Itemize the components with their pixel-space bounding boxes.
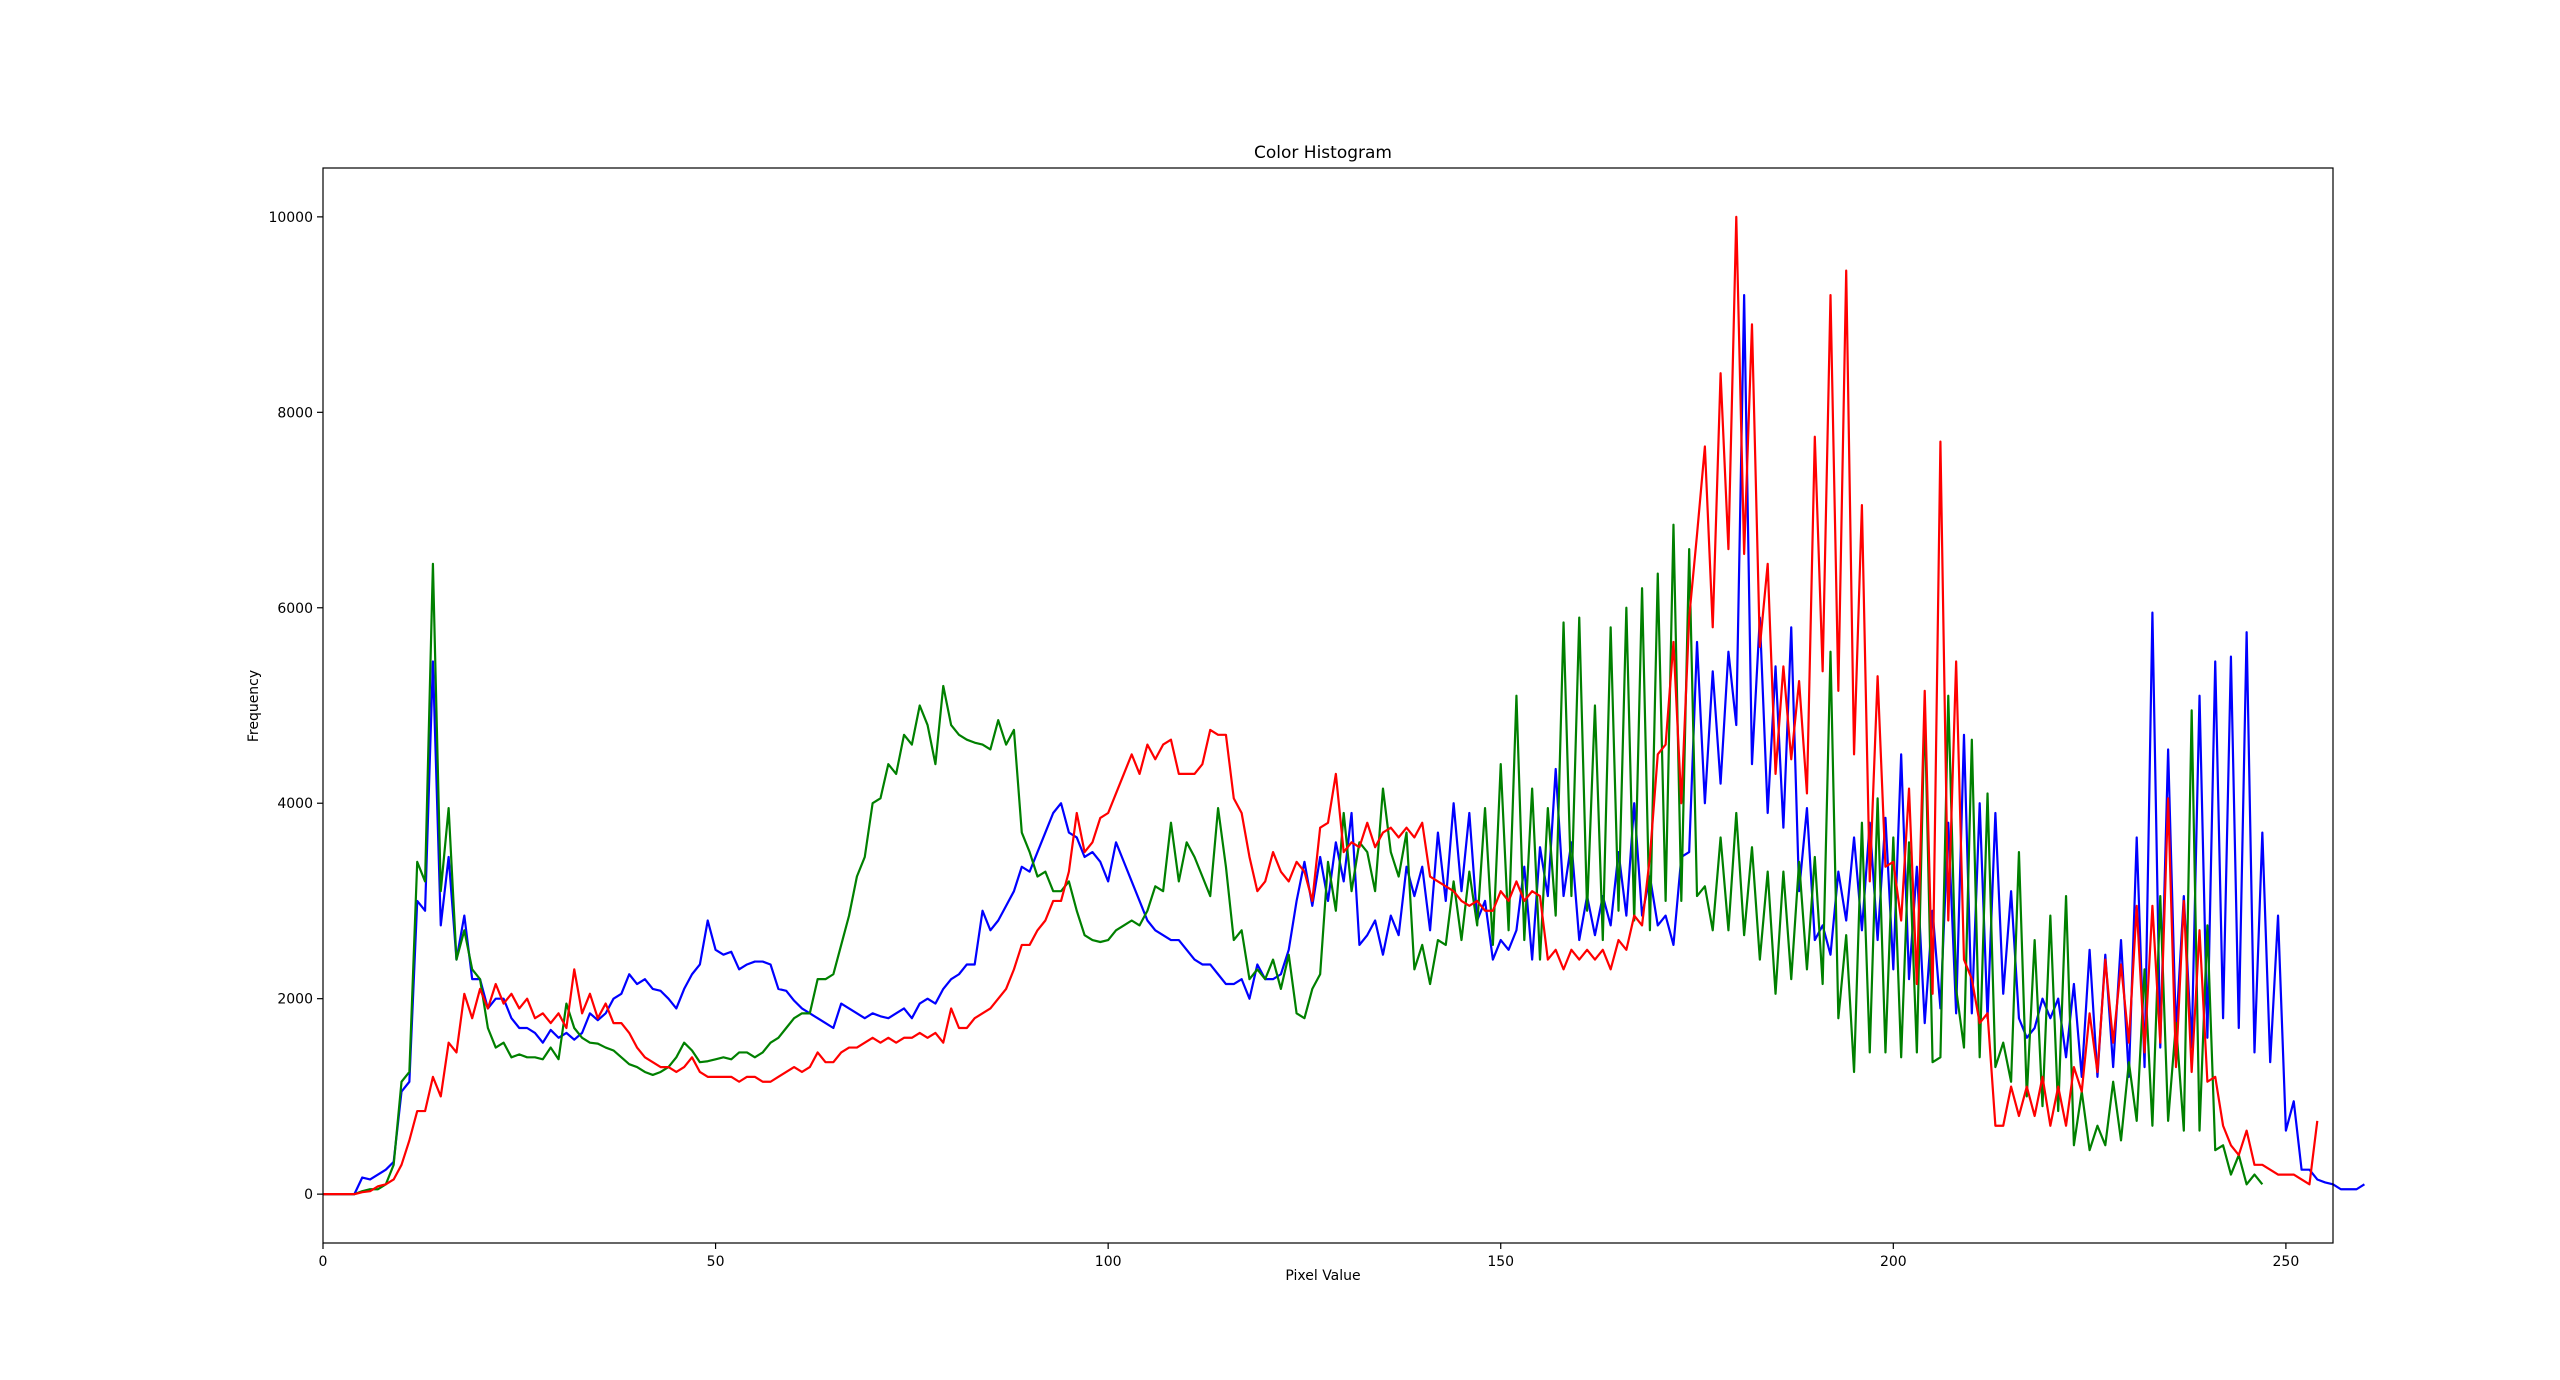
y-tick-label: 8000: [277, 405, 313, 421]
x-tick-label: 50: [707, 1254, 725, 1270]
x-tick-label: 150: [1487, 1254, 1514, 1270]
series-layer: [323, 215, 2365, 1196]
y-tick-label: 10000: [268, 210, 313, 226]
plot-area-frame: [322, 167, 2334, 1244]
y-axis-label: Frequency: [246, 670, 262, 742]
y-tick-label: 0: [304, 1187, 313, 1203]
chart-title: Color Histogram: [1254, 143, 1392, 163]
y-tick-label: 2000: [277, 992, 313, 1008]
x-axis-label: Pixel Value: [1285, 1268, 1360, 1284]
x-axis-ticks: 0 50 100 150 200 250: [319, 1243, 2300, 1270]
x-tick-label: 100: [1095, 1254, 1122, 1270]
green-channel-line: [323, 523, 2264, 1196]
x-tick-label: 0: [319, 1254, 328, 1270]
y-tick-label: 6000: [277, 601, 313, 617]
x-tick-label: 200: [1880, 1254, 1907, 1270]
x-tick-label: 250: [2273, 1254, 2300, 1270]
y-axis-ticks: 0 2000 4000 6000 8000 10000: [268, 210, 323, 1203]
y-tick-label: 4000: [277, 796, 313, 812]
red-channel-line: [323, 215, 2319, 1196]
